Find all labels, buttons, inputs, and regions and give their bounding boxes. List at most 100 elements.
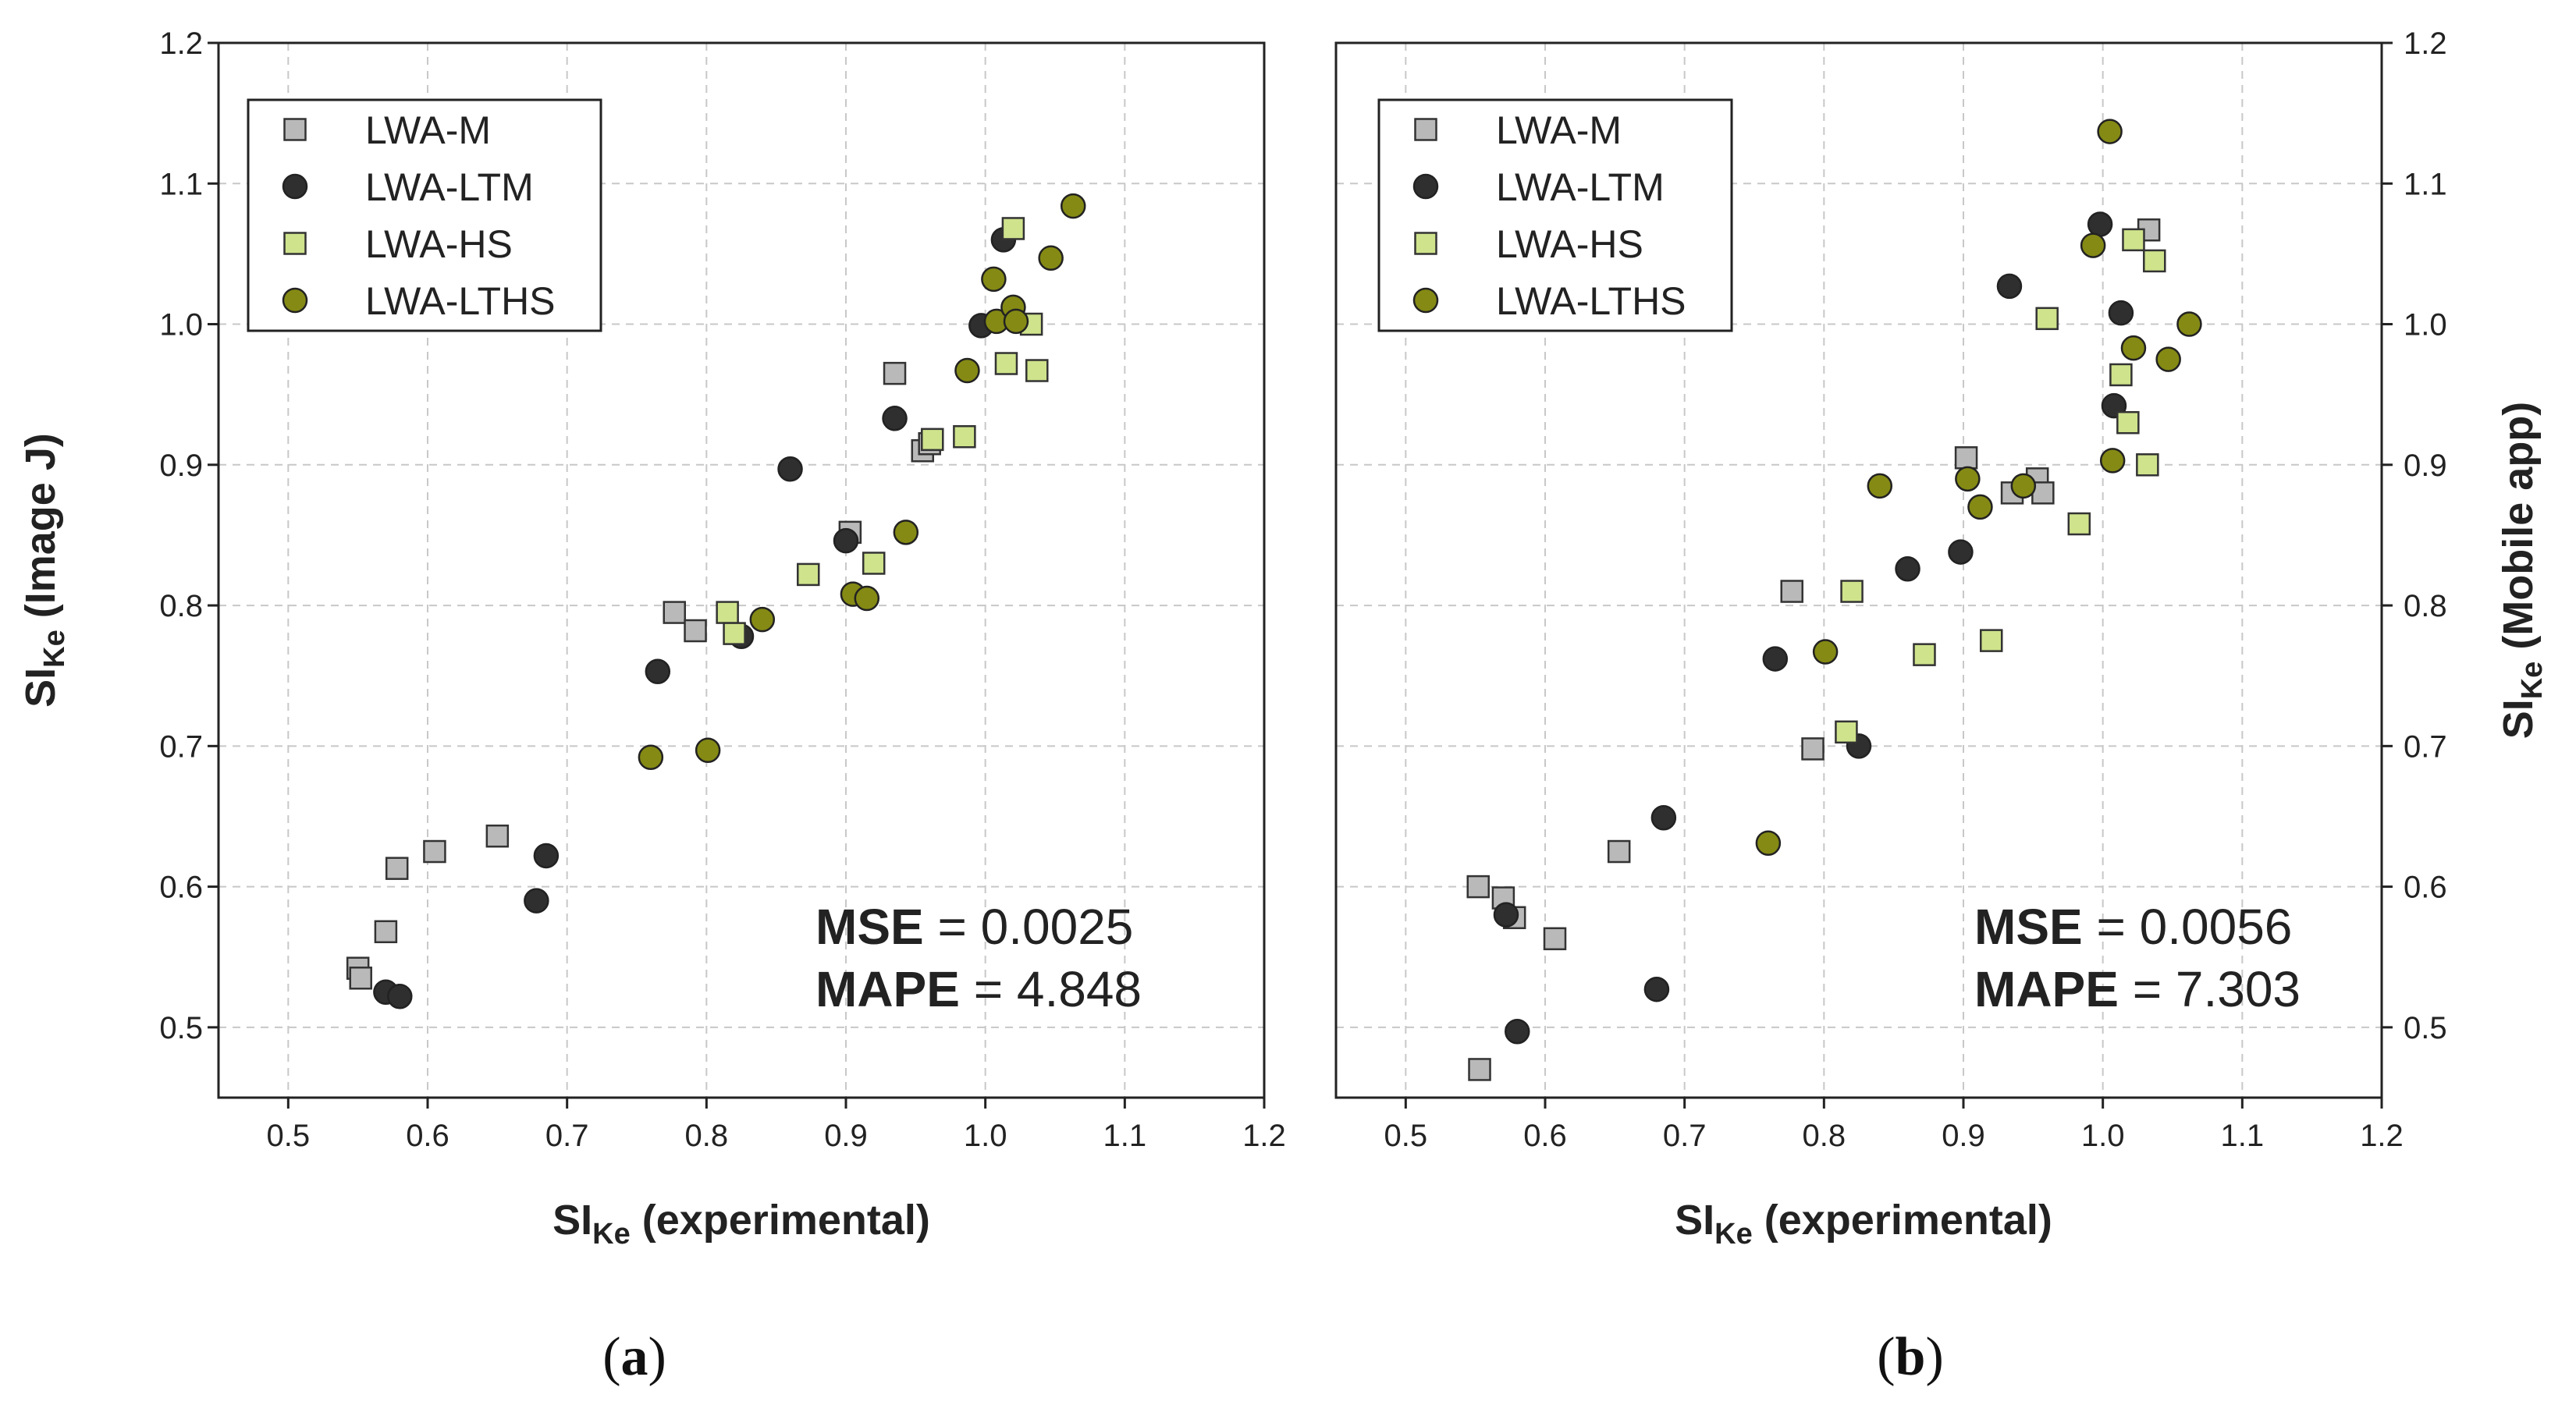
data-point-lwa-m [385, 857, 409, 880]
y-tick-label: 0.5 [159, 1011, 203, 1045]
panel-b-legend: LWA-M LWA-LTM LWA-HS LWA-LTHS [1377, 98, 1733, 332]
y-tick-label: 0.6 [2404, 871, 2447, 905]
x-tick-label: 1.0 [964, 1119, 1007, 1153]
data-point-lwa-ltm [1948, 539, 1974, 565]
data-point-lwa-lths [695, 737, 721, 763]
panel-b-y-axis-label: SIKe (Mobile app) [2495, 402, 2549, 740]
panel-a-chart: 0.5 0.6 0.7 0.8 0.9 1.0 1.1 1.2 0.5 0.6 0.7 0.8 0.9… [17, 27, 1286, 1387]
data-point-lwa-m [1954, 446, 1978, 470]
x-tick-label: 0.5 [1384, 1119, 1428, 1153]
x-tick-label: 0.6 [406, 1119, 449, 1153]
y-tick-label: 1.1 [2404, 167, 2447, 201]
data-point-lwa-ltm [777, 456, 803, 482]
y-tick-label: 1.0 [2404, 308, 2447, 342]
data-point-lwa-lths [2099, 448, 2126, 474]
panel-b-plot-frame [1334, 41, 2383, 1099]
y-tick-label: 0.8 [159, 589, 203, 623]
legend-label-lwa-hs: LWA-HS [365, 222, 513, 266]
data-point-lwa-hs [716, 601, 739, 624]
data-point-lwa-ltm [387, 983, 413, 1009]
x-tick-label: 0.6 [1523, 1119, 1567, 1153]
data-point-lwa-m [423, 839, 446, 864]
legend-label-lwa-m: LWA-M [1496, 108, 1622, 152]
data-point-lwa-lths [854, 585, 880, 612]
panel-a-y-axis-label: SIKe (Image J) [17, 433, 71, 708]
data-point-lwa-lths [2080, 232, 2106, 258]
data-point-lwa-ltm [1505, 1019, 1530, 1045]
data-point-lwa-m [1780, 580, 1803, 603]
data-point-lwa-hs [723, 622, 746, 645]
data-point-lwa-hs [1913, 643, 1936, 666]
data-point-lwa-ltm [1895, 555, 1920, 582]
panel-b-chart: 0.5 0.6 0.7 0.8 0.9 1.0 1.1 1.2 0.5 0.6 0.7 0.8 0.9… [1334, 27, 2549, 1387]
data-point-lwa-ltm [2087, 211, 2113, 237]
data-point-lwa-hs [1835, 720, 1858, 744]
legend-label-lwa-hs: LWA-HS [1496, 222, 1643, 266]
data-point-lwa-lths [893, 520, 919, 545]
legend-marker-lwa-ltm [1412, 173, 1439, 200]
panel-b-mse-annotation: MSE = 0.0056 [1974, 899, 2292, 955]
y-tick-label: 1.2 [159, 27, 203, 61]
legend-marker-lwa-m [283, 118, 307, 141]
panel-b-y-tick-labels: 0.5 0.6 0.7 0.8 0.9 1.0 1.1 1.2 [2382, 27, 2447, 1045]
legend-marker-lwa-m [1414, 118, 1437, 141]
data-point-lwa-ltm [533, 843, 560, 869]
data-point-lwa-lths [2155, 346, 2181, 372]
legend-label-lwa-lths: LWA-LTHS [365, 279, 556, 323]
panel-b-data-points [1466, 119, 2202, 1081]
x-tick-label: 1.2 [1242, 1119, 1286, 1153]
panel-b-x-tick-labels: 0.5 0.6 0.7 0.8 0.9 1.0 1.1 1.2 [1384, 1098, 2404, 1153]
panel-a-label: (a) [602, 1327, 666, 1387]
data-point-lwa-ltm [1762, 646, 1789, 672]
data-point-lwa-hs [2109, 363, 2133, 387]
panel-b-label: (b) [1877, 1327, 1944, 1387]
panel-a-mse-annotation: MSE = 0.0025 [815, 899, 1133, 955]
data-point-lwa-hs [953, 424, 976, 449]
data-point-lwa-lths [1038, 245, 1064, 271]
data-point-lwa-lths [1755, 830, 1782, 856]
panel-b-mape-annotation: MAPE = 7.303 [1974, 961, 2301, 1017]
y-tick-label: 1.2 [2404, 27, 2447, 61]
data-point-lwa-hs [1979, 629, 2003, 652]
legend-label-lwa-ltm: LWA-LTM [365, 165, 534, 209]
panel-a-y-tick-labels: 0.5 0.6 0.7 0.8 0.9 1.0 1.1 1.2 [159, 27, 219, 1045]
y-tick-label: 0.5 [2404, 1011, 2447, 1045]
data-point-lwa-hs [2122, 228, 2145, 252]
data-point-lwa-hs [2035, 307, 2059, 331]
data-point-lwa-m [663, 601, 686, 624]
data-point-lwa-lths [2010, 473, 2037, 499]
x-tick-label: 0.8 [685, 1119, 729, 1153]
data-point-lwa-hs [797, 562, 820, 587]
x-tick-label: 1.1 [2221, 1119, 2265, 1153]
legend-marker-lwa-lths [282, 287, 308, 314]
data-point-lwa-ltm [882, 406, 908, 431]
panel-a-x-axis-label: SIKe (experimental) [553, 1197, 930, 1251]
panel-a-legend-box [247, 98, 602, 332]
data-point-lwa-hs [2067, 512, 2091, 536]
x-tick-label: 0.5 [267, 1119, 311, 1153]
x-tick-label: 1.0 [2081, 1119, 2125, 1153]
data-point-lwa-m [1468, 1058, 1491, 1081]
data-point-lwa-lths [2176, 311, 2202, 337]
legend-label-lwa-m: LWA-M [365, 108, 491, 152]
data-point-lwa-m [684, 619, 707, 643]
panel-a-mape-annotation: MAPE = 4.848 [815, 961, 1142, 1017]
data-point-lwa-lths [1967, 494, 1993, 520]
data-point-lwa-hs [994, 352, 1018, 375]
data-point-lwa-hs [2143, 249, 2166, 273]
data-point-lwa-lths [2097, 119, 2123, 144]
data-point-lwa-m [883, 361, 907, 385]
y-tick-label: 1.0 [159, 308, 203, 342]
data-point-lwa-lths [954, 357, 980, 384]
panel-a-x-tick-labels: 0.5 0.6 0.7 0.8 0.9 1.0 1.1 1.2 [267, 1098, 1286, 1153]
x-tick-label: 0.9 [1942, 1119, 1985, 1153]
data-point-lwa-lths [1867, 473, 1893, 499]
y-tick-label: 0.9 [159, 449, 203, 483]
data-point-lwa-ltm [524, 888, 549, 914]
legend-marker-lwa-hs [283, 232, 307, 255]
data-point-lwa-ltm [1650, 805, 1677, 831]
data-point-lwa-lths [749, 606, 776, 633]
data-point-lwa-lths [1955, 466, 1981, 492]
data-point-lwa-m [349, 967, 372, 990]
panel-a-plot-frame [217, 41, 1266, 1099]
